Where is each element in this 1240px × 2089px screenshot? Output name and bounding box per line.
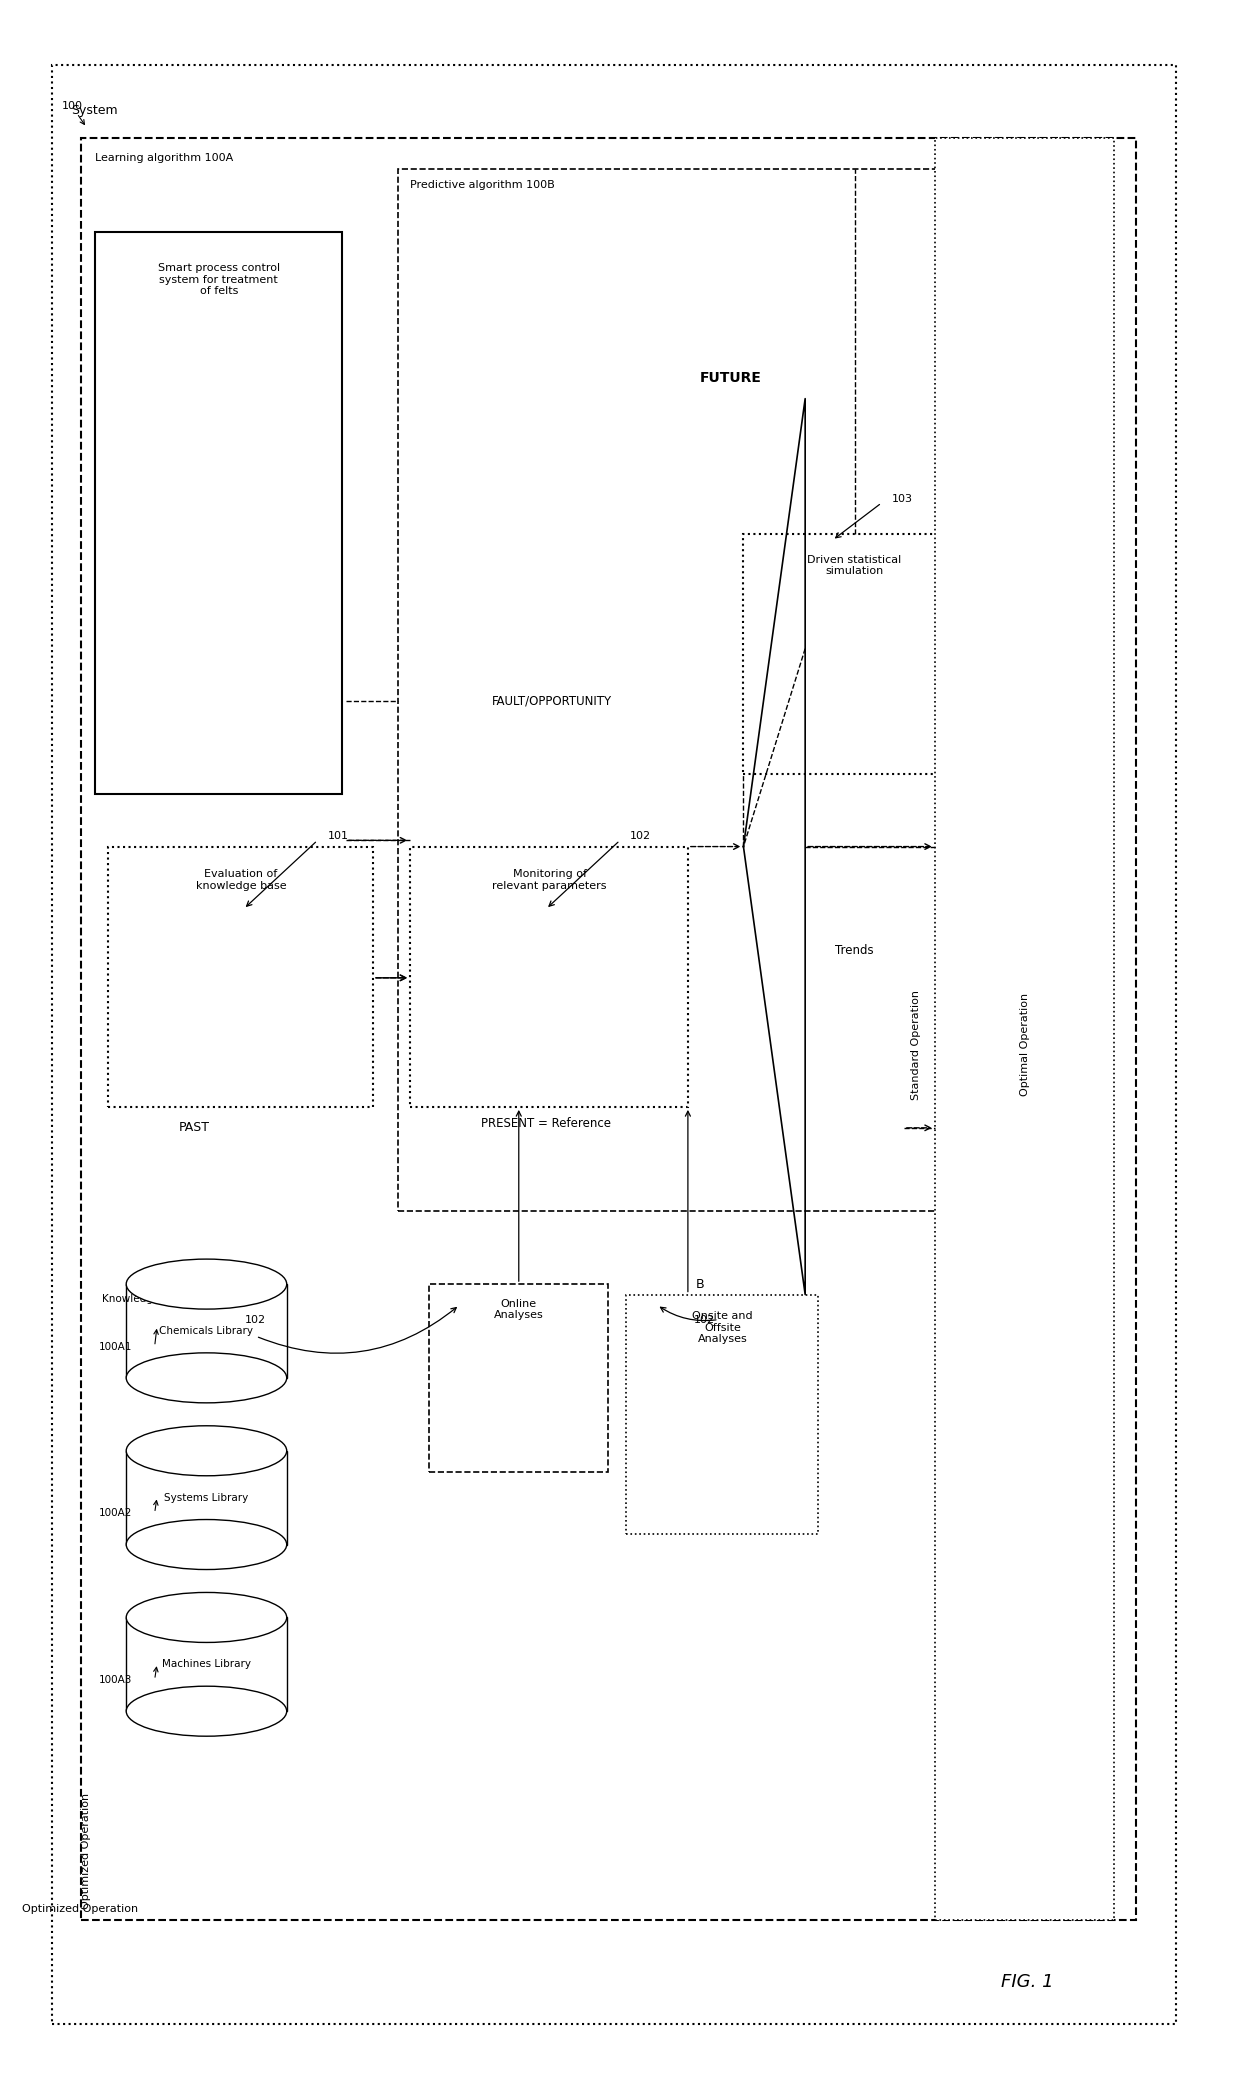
Text: Driven statistical
simulation: Driven statistical simulation	[807, 556, 901, 577]
Text: Predictive algorithm 100B: Predictive algorithm 100B	[410, 180, 554, 190]
Bar	[626, 1295, 817, 1533]
Ellipse shape	[126, 1592, 286, 1642]
Text: 103: 103	[892, 493, 913, 503]
Text: 102: 102	[246, 1314, 267, 1324]
Bar	[126, 1617, 286, 1711]
Text: Optimal Operation: Optimal Operation	[1019, 992, 1030, 1097]
Bar	[429, 1285, 608, 1471]
Bar	[126, 1450, 286, 1544]
Text: 100A3: 100A3	[99, 1675, 133, 1686]
Ellipse shape	[126, 1519, 286, 1569]
Text: 102: 102	[693, 1314, 714, 1324]
Text: Standard Operation: Standard Operation	[911, 990, 921, 1099]
Text: Smart process control
system for treatment
of felts: Smart process control system for treatme…	[157, 263, 280, 297]
Text: Knowledge base: Knowledge base	[102, 1293, 187, 1304]
Text: Optimized Operation: Optimized Operation	[81, 1792, 91, 1909]
Bar	[108, 846, 373, 1107]
Text: 102: 102	[630, 831, 651, 842]
Ellipse shape	[126, 1354, 286, 1404]
Text: Evaluation of
knowledge base: Evaluation of knowledge base	[196, 869, 286, 892]
Text: 100: 100	[62, 100, 83, 111]
Text: 101: 101	[327, 831, 348, 842]
Text: Machines Library: Machines Library	[162, 1659, 250, 1669]
Text: Optimized Operation: Optimized Operation	[22, 1905, 139, 1914]
Bar	[410, 846, 688, 1107]
Text: B: B	[696, 1278, 704, 1291]
Bar	[95, 232, 342, 794]
Text: System: System	[71, 104, 118, 117]
Bar	[81, 138, 1136, 1920]
Bar	[126, 1285, 286, 1379]
Text: Monitoring of
relevant parameters: Monitoring of relevant parameters	[492, 869, 606, 892]
Text: Chemicals Library: Chemicals Library	[160, 1327, 253, 1337]
Text: 100A2: 100A2	[99, 1508, 133, 1519]
Text: Learning algorithm 100A: Learning algorithm 100A	[95, 152, 233, 163]
Text: PAST: PAST	[179, 1122, 210, 1134]
Text: PRESENT = Reference: PRESENT = Reference	[481, 1118, 611, 1130]
Text: FAULT/OPPORTUNITY: FAULT/OPPORTUNITY	[492, 694, 613, 708]
Text: Online
Analyses: Online Analyses	[494, 1299, 543, 1320]
Text: Trends: Trends	[836, 944, 874, 957]
Text: FUTURE: FUTURE	[701, 372, 763, 384]
Ellipse shape	[126, 1427, 286, 1475]
Ellipse shape	[126, 1686, 286, 1736]
Text: 100A1: 100A1	[99, 1341, 133, 1352]
Ellipse shape	[126, 1260, 286, 1310]
Bar	[935, 138, 1114, 1920]
Bar	[398, 169, 1101, 1212]
Bar	[744, 535, 966, 773]
Text: Onsite and
Offsite
Analyses: Onsite and Offsite Analyses	[692, 1312, 753, 1345]
Text: A: A	[252, 1278, 260, 1291]
Text: Systems Library: Systems Library	[165, 1494, 248, 1502]
Text: FIG. 1: FIG. 1	[1001, 1972, 1054, 1991]
